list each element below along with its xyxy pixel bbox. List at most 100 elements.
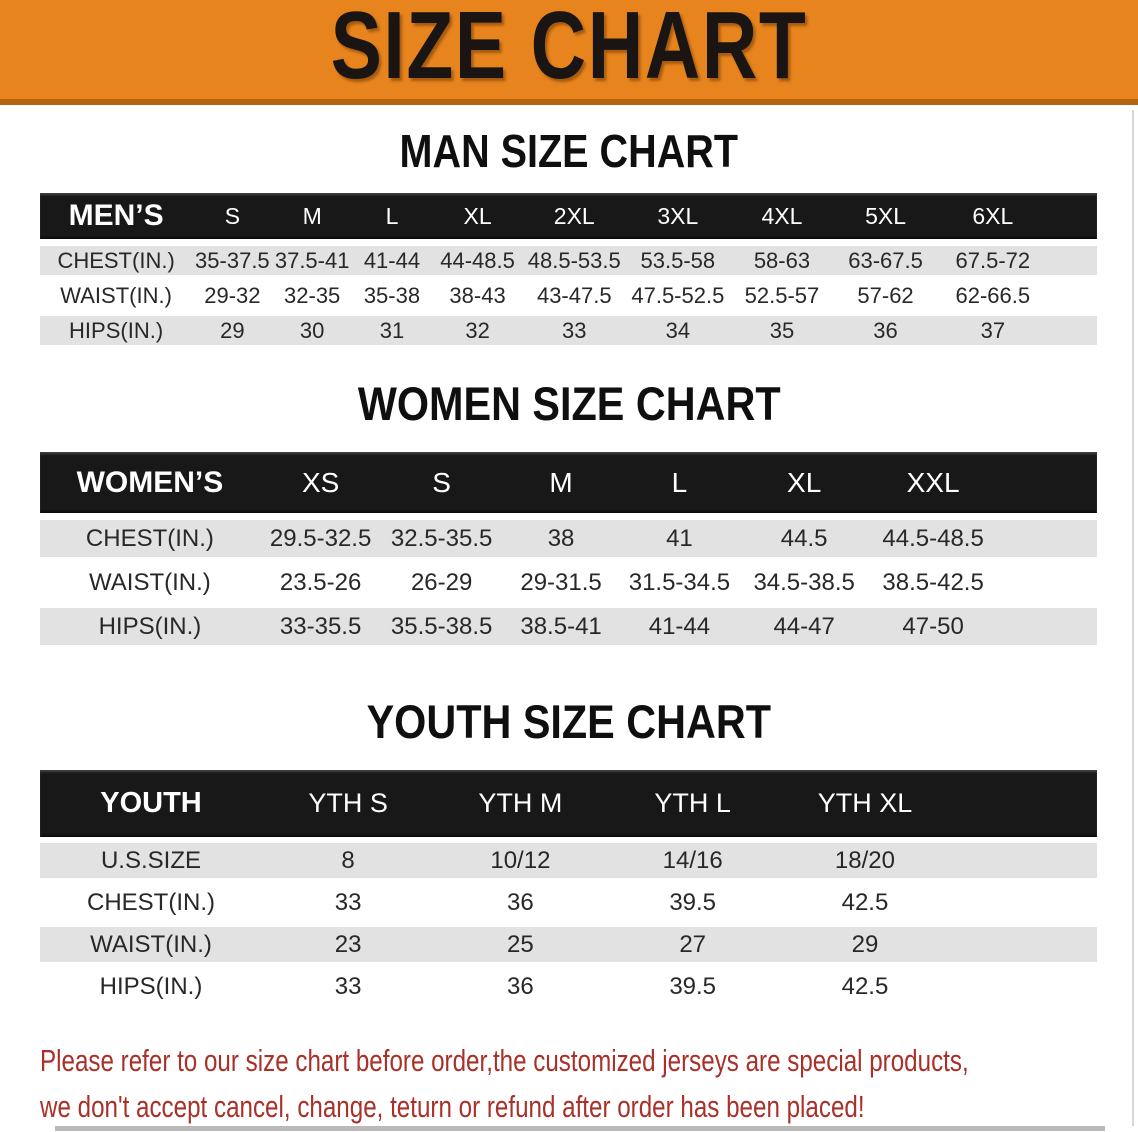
value-cell: 35.5-38.5: [390, 612, 493, 640]
row-label: CHEST(IN.): [85, 524, 214, 552]
value-cell: 34.5-38.5: [753, 568, 855, 596]
value-cell: 35-38: [363, 282, 421, 308]
value-cell: 29: [220, 317, 245, 343]
value-cell: 18/20: [834, 846, 895, 874]
women-header-label: WOMEN’S: [76, 465, 224, 499]
value-cell: 58-63: [753, 247, 811, 273]
women-col-s: S: [432, 466, 451, 498]
value-cell: 67.5-72: [955, 247, 1031, 273]
value-cell: 47.5-52.5: [631, 282, 725, 308]
men-col-m: M: [302, 202, 322, 229]
value-cell: 33: [334, 972, 362, 1000]
value-cell: 48.5-53.5: [527, 247, 621, 273]
youth-waist-row: WAIST(IN.) 23 25 27 29: [40, 927, 1097, 962]
youth-chest-row: CHEST(IN.) 33 36 39.5 42.5: [40, 885, 1097, 920]
row-label: WAIST(IN.): [89, 568, 211, 596]
women-size-table: WOMEN’S XS S M L XL XXL CHEST(IN.) 29.5-…: [40, 452, 1097, 652]
value-cell: 53.5-58: [640, 247, 716, 273]
value-cell: 8: [341, 846, 355, 874]
value-cell: 27: [679, 930, 707, 958]
right-edge-line: [1132, 110, 1134, 1126]
value-cell: 37.5-41: [274, 247, 350, 273]
value-cell: 32: [465, 317, 490, 343]
value-cell: 29-31.5: [520, 568, 602, 596]
row-label: HIPS(IN.): [69, 317, 164, 343]
row-label: CHEST(IN.): [57, 247, 175, 273]
men-section-title: MAN SIZE CHART: [399, 125, 739, 177]
women-waist-row: WAIST(IN.) 23.5-26 26-29 29-31.5 31.5-34…: [40, 564, 1097, 601]
value-cell: 52.5-57: [744, 282, 820, 308]
women-table-header-row: WOMEN’S XS S M L XL XXL: [40, 452, 1097, 513]
women-hips-row: HIPS(IN.) 33-35.5 35.5-38.5 38.5-41 41-4…: [40, 608, 1097, 645]
women-col-xs: XS: [301, 466, 340, 498]
value-cell: 26-29: [410, 568, 473, 596]
value-cell: 42.5: [841, 888, 889, 916]
value-cell: 32-35: [284, 282, 341, 308]
row-label: WAIST(IN.): [90, 930, 212, 958]
value-cell: 41-44: [648, 612, 711, 640]
men-col-2xl: 2XL: [553, 202, 595, 229]
value-cell: 44.5-48.5: [882, 524, 984, 552]
value-cell: 39.5: [669, 972, 717, 1000]
value-cell: 29.5-32.5: [269, 524, 372, 552]
value-cell: 47-50: [902, 612, 964, 640]
men-waist-row: WAIST(IN.) 29-32 32-35 35-38 38-43 43-47…: [40, 281, 1097, 310]
value-cell: 30: [299, 317, 325, 343]
men-col-l: L: [385, 202, 399, 229]
value-cell: 36: [873, 317, 898, 343]
value-cell: 38-43: [449, 282, 506, 308]
value-cell: 41: [666, 524, 693, 552]
women-col-l: L: [671, 466, 688, 498]
value-cell: 29: [851, 930, 879, 958]
row-label: WAIST(IN.): [60, 282, 172, 308]
women-chest-row: CHEST(IN.) 29.5-32.5 32.5-35.5 38 41 44.…: [40, 520, 1097, 557]
banner: SIZE CHART: [0, 0, 1138, 105]
youth-hips-row: HIPS(IN.) 33 36 39.5 42.5: [40, 969, 1097, 1004]
value-cell: 38: [547, 524, 575, 552]
value-cell: 31.5-34.5: [628, 568, 731, 596]
value-cell: 33: [562, 317, 587, 343]
value-cell: 42.5: [841, 972, 889, 1000]
youth-section-title: YOUTH SIZE CHART: [366, 695, 772, 748]
value-cell: 32.5-35.5: [390, 524, 493, 552]
youth-ussize-row: U.S.SIZE 8 10/12 14/16 18/20: [40, 843, 1097, 878]
value-cell: 25: [507, 930, 534, 958]
value-cell: 35-37.5: [195, 247, 270, 273]
value-cell: 31: [379, 317, 405, 343]
disclaimer-line-1: Please refer to our size chart before or…: [40, 1043, 969, 1078]
women-col-xl: XL: [787, 466, 822, 498]
value-cell: 37: [980, 317, 1006, 343]
value-cell: 34: [665, 317, 691, 343]
men-hips-row: HIPS(IN.) 29 30 31 32 33 34 35 36 37: [40, 316, 1097, 345]
value-cell: 44-47: [773, 612, 835, 640]
value-cell: 38.5-41: [520, 612, 602, 640]
youth-col-xl: YTH XL: [817, 788, 913, 818]
youth-col-m: YTH M: [478, 788, 563, 818]
value-cell: 62-66.5: [955, 282, 1031, 308]
value-cell: 14/16: [662, 846, 723, 874]
value-cell: 41-44: [363, 247, 421, 273]
men-col-6xl: 6XL: [972, 202, 1014, 229]
men-size-table: MEN’S S M L XL 2XL 3XL 4XL 5XL 6XL CHEST…: [40, 193, 1097, 351]
value-cell: 23: [334, 930, 362, 958]
value-cell: 36: [507, 972, 534, 1000]
men-col-4xl: 4XL: [761, 202, 803, 229]
value-cell: 33-35.5: [279, 612, 362, 640]
row-label: HIPS(IN.): [98, 612, 202, 640]
row-label: HIPS(IN.): [99, 972, 203, 1000]
value-cell: 39.5: [669, 888, 717, 916]
men-col-3xl: 3XL: [657, 202, 699, 229]
value-cell: 23.5-26: [279, 568, 362, 596]
youth-col-s: YTH S: [308, 788, 388, 818]
disclaimer: Please refer to our size chart before or…: [40, 1038, 1138, 1130]
banner-title: SIZE CHART: [330, 0, 808, 99]
value-cell: 43-47.5: [536, 282, 612, 308]
value-cell: 44-48.5: [440, 247, 515, 273]
value-cell: 36: [507, 888, 534, 916]
value-cell: 33: [334, 888, 362, 916]
women-col-xxl: XXL: [906, 466, 960, 498]
youth-col-l: YTH L: [654, 788, 731, 818]
youth-size-table: YOUTH YTH S YTH M YTH L YTH XL U.S.SIZE …: [40, 770, 1097, 1011]
value-cell: 38.5-42.5: [882, 568, 984, 596]
women-col-m: M: [549, 466, 573, 498]
